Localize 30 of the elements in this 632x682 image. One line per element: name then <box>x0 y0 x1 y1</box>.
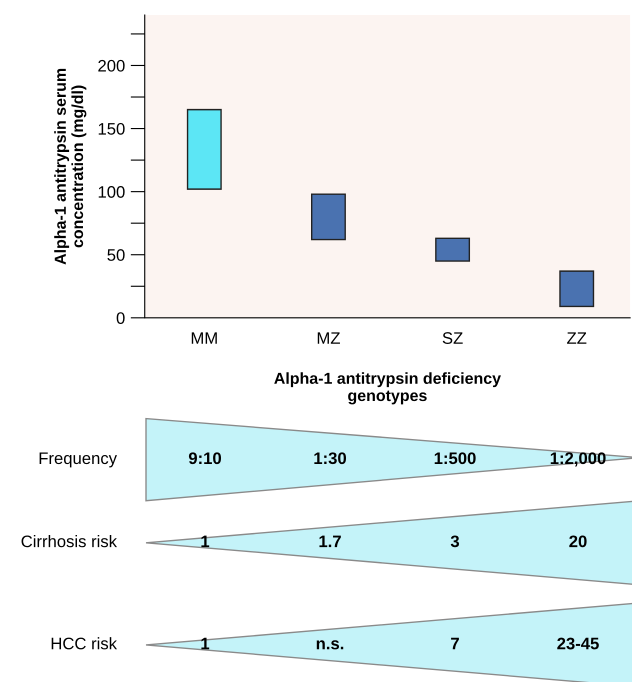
x-tick-label: MZ <box>318 332 340 344</box>
text: n.s. <box>316 640 344 650</box>
y-axis-title: Alpha-1 antitrypsin serum concentration (mg/dl) <box>54 68 86 265</box>
x-tick-label: MM <box>192 332 217 344</box>
y-tick-label: 200 <box>98 60 125 72</box>
text: 9:10 <box>188 452 221 464</box>
y-tick-label: 0 <box>116 312 125 324</box>
bar <box>435 238 470 262</box>
text: 1 <box>201 536 210 548</box>
bar <box>559 270 594 308</box>
y-tick-label: 50 <box>107 249 125 261</box>
bar <box>310 193 346 240</box>
x-axis-title: Alpha-1 antitrypsin deficiency genotypes <box>274 372 501 404</box>
x-tick-label: SZ <box>442 332 463 344</box>
x-tick-label: ZZ <box>567 332 586 344</box>
text: Cirrhosis risk <box>22 535 118 548</box>
text: 20 <box>569 535 587 548</box>
text: 23-45 <box>557 638 599 650</box>
text: 1:2,000 <box>550 452 606 467</box>
text: Frequency <box>40 452 117 468</box>
text: 1 <box>201 638 210 650</box>
y-tick-label: 150 <box>98 122 125 135</box>
text: 1.7 <box>319 536 341 548</box>
text: 1:30 <box>314 452 346 464</box>
text: 7 <box>451 638 459 650</box>
y-tick-label: 100 <box>98 186 125 198</box>
bar <box>186 108 222 190</box>
text: HCC risk <box>52 637 118 650</box>
text: 1:500 <box>434 452 476 464</box>
text: 3 <box>450 535 460 548</box>
